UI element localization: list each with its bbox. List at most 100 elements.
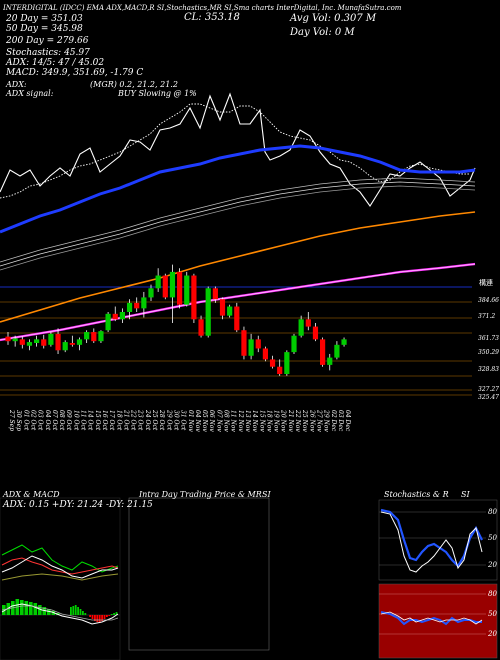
candle-24: [177, 268, 183, 309]
date-tick-label: 02 Oct: [29, 410, 36, 431]
macd-bar: [70, 607, 72, 615]
macd-bar: [113, 613, 115, 615]
candle-body: [62, 342, 68, 351]
day-volume-label: Day Vol: 0 M: [290, 27, 355, 38]
candle-body: [248, 339, 254, 356]
candle-body: [162, 275, 168, 298]
candle-19: [141, 291, 147, 318]
candle-body: [84, 332, 90, 340]
price-level-lines: [0, 286, 472, 396]
date-tick-label: 17 Oct: [108, 410, 115, 431]
macd-bar: [24, 601, 29, 615]
date-tick-label: 15 Nov: [258, 410, 265, 432]
candle-41: [298, 315, 304, 338]
candle-body: [112, 313, 118, 320]
intraday-si-label: SI: [262, 490, 271, 499]
sma200-label: 200 Day = 279.66: [6, 36, 89, 46]
date-axis-layer: 27 Sep 30 Sep 01 Oct 02 Oct 03 Oct 04 Oct 07 O…: [8, 409, 351, 432]
candle-body: [334, 344, 340, 358]
rsi-white-line: [380, 611, 483, 625]
buy-signal-label: BUY Slowing @ 1%: [118, 89, 197, 98]
candle-body: [26, 342, 33, 346]
stochastics-title: Stochastics & R: [384, 490, 449, 499]
candle-body: [19, 339, 25, 345]
candle-23: [169, 264, 176, 323]
price-axis-layer: 384.66 371.2 361.73 350.29 328.83 327.27325.4…: [478, 297, 499, 401]
candle-5: [41, 334, 47, 349]
adx-green-line: [1, 544, 119, 573]
candle-11: [84, 330, 90, 343]
candle-body: [312, 326, 319, 340]
candle-17: [126, 299, 133, 320]
date-tick-label: 03 Dec: [337, 410, 344, 432]
adx-macd-panel: [0, 497, 121, 660]
candle-47: [341, 337, 347, 347]
intraday-panel-box: [128, 497, 270, 651]
date-tick-label: 25 Nov: [301, 409, 308, 432]
candle-33: [241, 326, 247, 360]
macd-bar: [101, 615, 103, 621]
macd-bar: [94, 615, 96, 621]
macd-value-label: MACD: 349.9, 351.69, -1.79 C: [6, 68, 144, 78]
stoch-d-line: [380, 511, 483, 573]
candle-body: [69, 343, 75, 345]
candle-body: [134, 302, 140, 309]
candle-4: [34, 335, 40, 347]
stochastics-si-label: SI: [461, 490, 470, 499]
candle-body: [41, 339, 47, 346]
macd-bar: [29, 602, 33, 615]
candle-26: [191, 273, 197, 323]
stochastics-value-label: Stochastics: 45.97: [6, 48, 90, 58]
date-tick-label: 13 Nov: [244, 410, 251, 432]
candle-body: [148, 288, 154, 298]
adx-signal-label: ADX signal:: [6, 89, 54, 98]
date-tick-label: 24 Oct: [144, 409, 151, 431]
date-tick-label: 15 Oct: [94, 410, 101, 431]
candle-body: [241, 330, 247, 356]
macd-bar: [96, 615, 99, 622]
macd-bar: [20, 600, 24, 615]
candle-body: [48, 333, 54, 345]
date-tick-label: 14 Nov: [251, 410, 258, 432]
date-tick-label: 29 Nov: [323, 409, 330, 432]
date-tick-label: 25 Oct: [151, 409, 158, 431]
date-tick-label: 07 Nov: [215, 410, 222, 432]
sma50-label: 50 Day = 345.98: [6, 24, 83, 34]
adx-white-line: [1, 555, 119, 579]
date-tick-label: 01 Nov: [187, 410, 194, 432]
date-tick-label: 29 Oct: [165, 409, 172, 431]
adx-label: ADX:: [6, 80, 27, 89]
price-tick-label: 328.83: [478, 366, 499, 373]
candle-25: [184, 271, 190, 307]
date-tick-label: 16 Oct: [101, 410, 108, 431]
date-tick-label: 21 Oct: [122, 409, 129, 431]
candle-3: [26, 339, 33, 351]
macd-bar: [74, 605, 77, 615]
chart-header-line: INTERDIGITAL (IDCC) EMA ADX,MACD,R SI,St…: [3, 4, 402, 12]
candle-8: [62, 340, 68, 353]
candle-22: [162, 273, 168, 300]
candle-body: [177, 271, 183, 305]
candle-body: [91, 332, 97, 342]
date-tick-label: 09 Oct: [65, 410, 72, 431]
price-tick-label: 361.73: [478, 335, 499, 342]
rsi-tick-50: 50: [488, 610, 497, 618]
date-tick-label: 07 Oct: [51, 410, 58, 431]
adx-lines: [1, 544, 119, 581]
candle-body: [227, 306, 233, 316]
stoch-tick-50: 50: [488, 534, 497, 542]
date-tick-label: 01 Oct: [22, 410, 29, 431]
close-white-line: [0, 92, 476, 207]
candle-20: [148, 284, 154, 302]
candle-37: [269, 355, 276, 369]
candle-34: [248, 333, 254, 360]
candle-42: [305, 312, 311, 331]
macd-signal-line: [1, 605, 119, 621]
macd-bar: [84, 613, 87, 615]
candle-body: [277, 366, 283, 374]
date-tick-label: 12 Nov: [237, 410, 244, 432]
price-tick-label: 325.47: [478, 394, 499, 401]
candle-40: [291, 333, 297, 354]
date-tick-label: 04 Dec: [344, 410, 351, 432]
candle-body: [119, 312, 125, 320]
